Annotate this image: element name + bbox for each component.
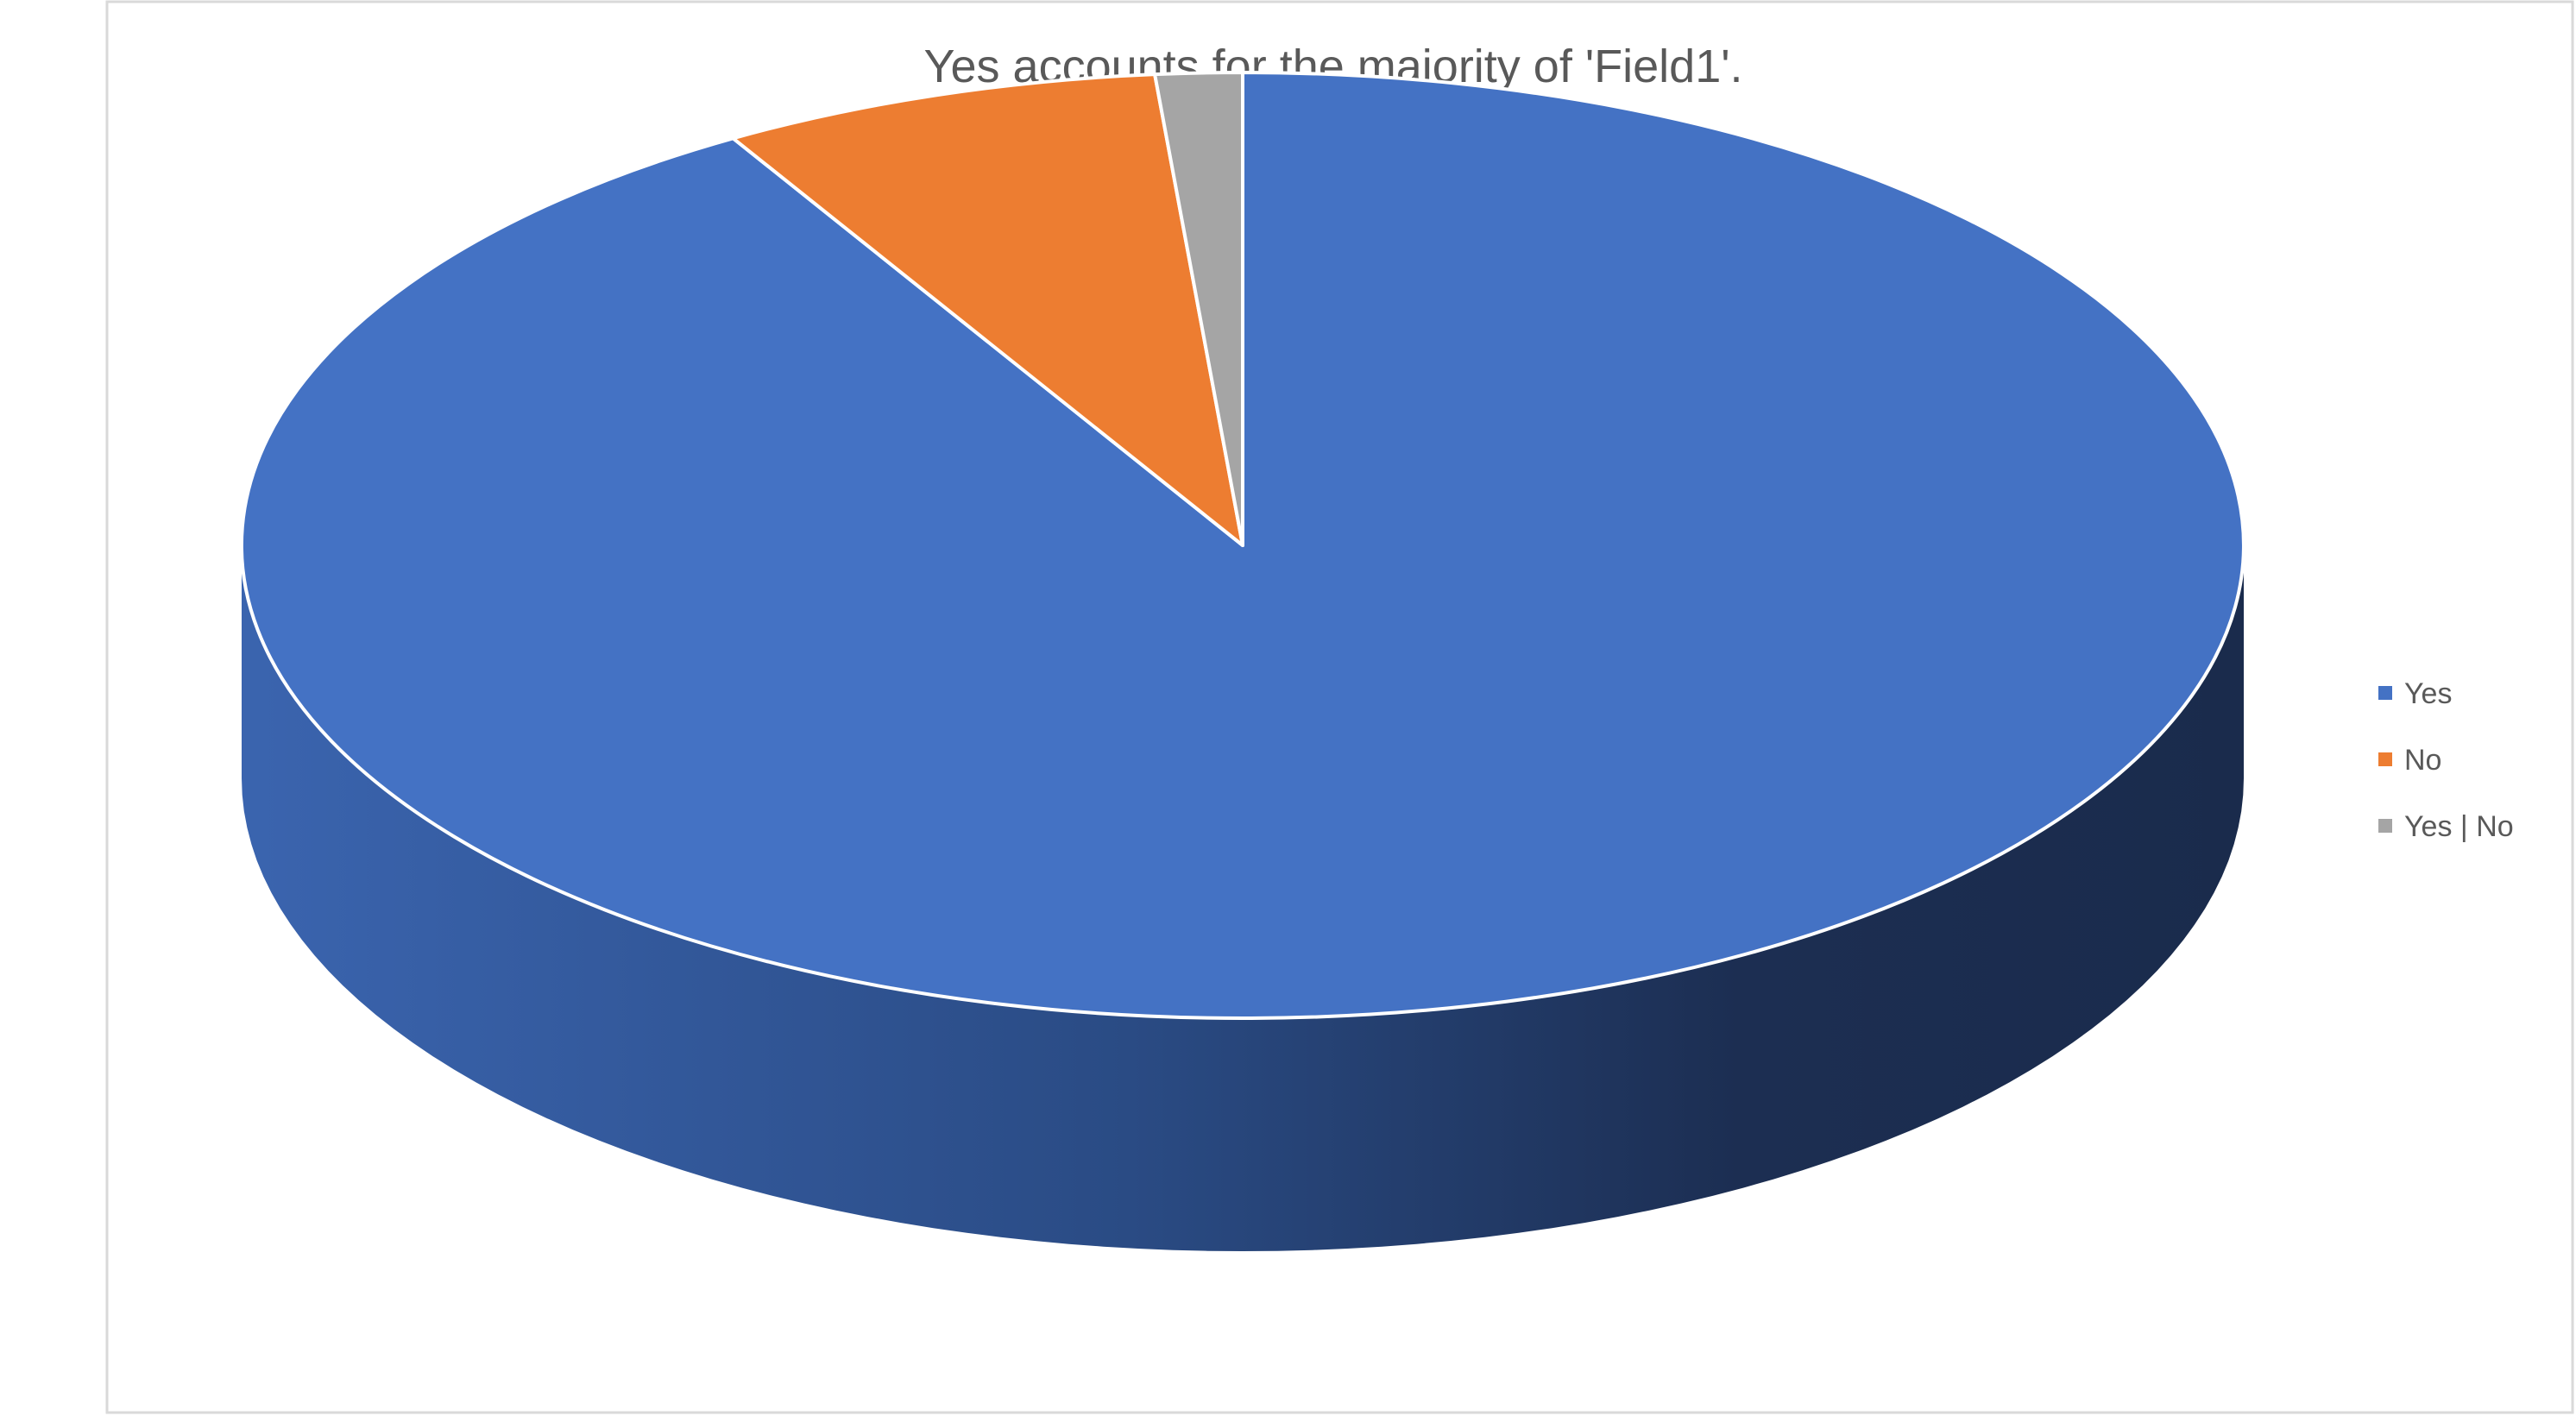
- legend-swatch-yes-no: [2378, 819, 2392, 833]
- legend-label-yes-no: Yes | No: [2404, 810, 2514, 843]
- pie-side-wall: [242, 545, 2244, 1251]
- pie-group: [239, 70, 2245, 1251]
- legend-swatch-yes: [2378, 686, 2392, 700]
- pie-slice-yes-no[interactable]: [1153, 70, 1244, 547]
- legend: Yes No Yes | No: [2378, 677, 2514, 843]
- legend-swatch-no: [2378, 752, 2392, 766]
- legend-label-no: No: [2404, 744, 2441, 777]
- legend-label-yes: Yes: [2404, 677, 2452, 710]
- pie-slice-no[interactable]: [731, 72, 1244, 547]
